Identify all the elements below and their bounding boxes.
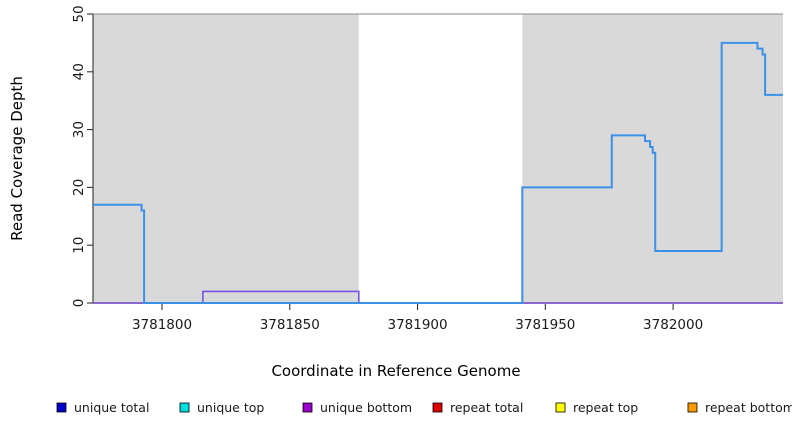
- legend-swatch-unique-total: [56, 402, 67, 413]
- data-series-group: [93, 41, 783, 304]
- x-tick-label: 3781800: [132, 317, 192, 333]
- repeat-region-right: [522, 14, 783, 303]
- legend-label-unique-bottom: unique bottom: [320, 400, 412, 415]
- series-line-unique-total: [93, 41, 783, 304]
- repeat-region-left: [93, 14, 359, 303]
- x-tick-label: 3782000: [643, 317, 703, 333]
- x-tick-label: 3781850: [260, 317, 320, 333]
- y-tick-label: 0: [71, 299, 87, 308]
- legend-swatch-unique-top: [179, 402, 190, 413]
- legend-label-unique-top: unique top: [197, 400, 264, 415]
- y-axis-ticks: [87, 13, 93, 304]
- legend-swatch-repeat-top: [555, 402, 566, 413]
- y-axis-tick-labels: 0 10 20 30 40 50: [71, 5, 87, 307]
- x-axis-title: Coordinate in Reference Genome: [271, 362, 520, 380]
- y-tick-label: 10: [71, 237, 87, 254]
- x-axis-tick-labels: 3781800 3781850 3781900 3781950 3782000: [132, 317, 703, 333]
- legend-label-repeat-bottom: repeat bottom: [705, 400, 792, 415]
- repeat-shading-group: [93, 14, 783, 303]
- legend-label-unique-total: unique total: [74, 400, 149, 415]
- y-axis-title: Read Coverage Depth: [8, 76, 26, 241]
- legend-swatch-repeat-total: [432, 402, 443, 413]
- legend: unique total unique top unique bottom repea…: [56, 400, 792, 415]
- x-tick-label: 3781900: [387, 317, 447, 333]
- y-tick-label: 30: [71, 121, 87, 138]
- x-tick-label: 3781950: [515, 317, 575, 333]
- legend-swatch-unique-bottom: [302, 402, 313, 413]
- legend-label-repeat-total: repeat total: [450, 400, 523, 415]
- y-tick-label: 20: [71, 179, 87, 196]
- legend-label-repeat-top: repeat top: [573, 400, 638, 415]
- y-tick-label: 40: [71, 63, 87, 80]
- x-axis-ticks: [161, 303, 674, 310]
- y-tick-label: 50: [71, 5, 87, 22]
- legend-swatch-repeat-bottom: [687, 402, 698, 413]
